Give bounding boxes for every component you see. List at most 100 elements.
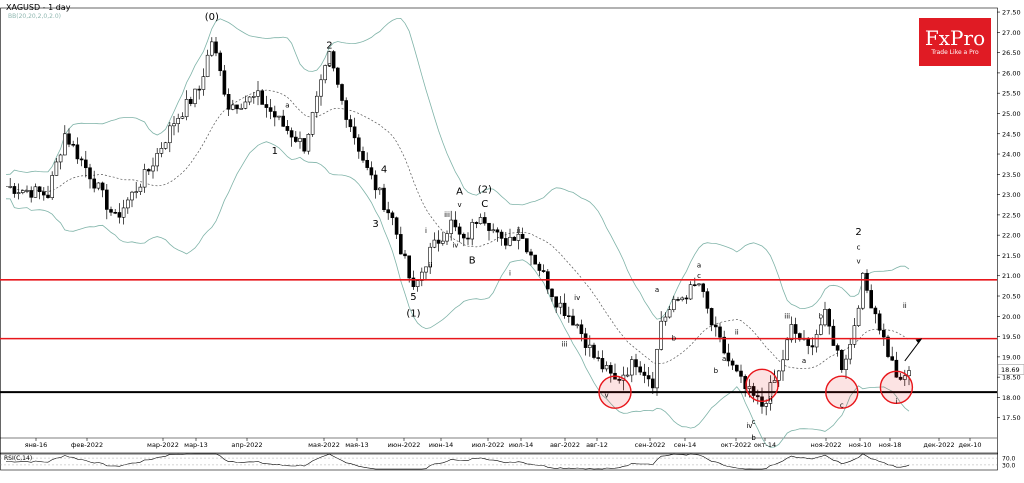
candle-body — [58, 154, 63, 163]
candle-body — [466, 237, 470, 240]
wave-label: i — [425, 227, 427, 235]
date-tick-label: ноя-18 — [879, 441, 902, 449]
candle-body — [457, 226, 462, 235]
candle-body — [41, 191, 46, 196]
candle-body — [562, 302, 567, 316]
candle-body — [676, 299, 680, 301]
candle-body — [835, 345, 840, 351]
candle-body — [785, 339, 790, 361]
wave-label: c — [840, 402, 844, 410]
candle-body — [592, 344, 596, 358]
date-tick-label: авг-2022 — [550, 441, 580, 449]
candle-body — [20, 190, 25, 193]
date-tick-label: янв-16 — [25, 441, 48, 449]
highlight-circle — [879, 370, 914, 404]
candle-body — [50, 175, 55, 198]
candle-body — [537, 263, 542, 271]
candle-body — [46, 194, 50, 198]
date-tick-label: сен-14 — [674, 441, 696, 449]
candle-body — [356, 137, 361, 152]
candle-body — [335, 67, 340, 85]
candle-body — [869, 290, 874, 309]
price-tick-label: 18.50 — [1002, 374, 1021, 382]
candle-body — [340, 84, 344, 101]
moving-average — [5, 89, 910, 369]
candle-body — [293, 136, 298, 142]
wave-label: v — [458, 201, 462, 209]
candle-body — [306, 134, 311, 152]
candle-body — [839, 349, 844, 370]
wave-label: v — [605, 391, 609, 399]
candle-body — [575, 324, 580, 327]
candle-body — [650, 378, 655, 389]
candle-body — [16, 192, 21, 194]
candle-body — [432, 239, 437, 248]
candle-body — [323, 65, 328, 81]
candle-body — [873, 307, 878, 315]
wave-label: iv — [574, 294, 580, 302]
wave-label: a — [655, 286, 659, 294]
candle-body — [894, 359, 899, 378]
candle-body — [810, 345, 815, 348]
candle-body — [407, 255, 412, 279]
candle-body — [638, 366, 643, 373]
date-tick-label: сен-2022 — [635, 441, 666, 449]
candle-body — [172, 123, 176, 127]
candle-body — [697, 283, 701, 286]
highlight-circle — [745, 368, 779, 402]
wave-label: c — [697, 272, 701, 280]
candle-body — [487, 222, 491, 231]
candle-body — [398, 234, 403, 255]
candle-body — [642, 371, 647, 376]
date-tick-label: окт-2022 — [721, 441, 752, 449]
candle-body — [449, 219, 454, 234]
candle-body — [386, 209, 391, 214]
wave-label: b — [751, 434, 756, 442]
candle-body — [827, 309, 832, 327]
candle-body — [231, 104, 235, 110]
candle-body — [789, 324, 794, 341]
bollinger-upper — [5, 17, 910, 320]
wave-label: iii — [562, 341, 568, 349]
last-price-label: 18.69 — [1001, 366, 1020, 374]
candle-body — [75, 144, 80, 160]
candle-body — [411, 277, 416, 287]
candle-body — [222, 70, 227, 95]
candle-body — [747, 386, 752, 389]
candle-body — [365, 159, 370, 168]
candle-body — [533, 254, 538, 265]
candle-body — [239, 108, 243, 110]
candle-body — [550, 288, 554, 298]
candle-body — [126, 199, 130, 209]
candle-body — [151, 165, 155, 172]
wave-label: a — [697, 262, 701, 270]
candle-body — [886, 336, 890, 357]
candle-body — [117, 212, 122, 218]
candle-body — [554, 296, 559, 308]
candle-body — [377, 187, 382, 191]
candle-body — [235, 104, 239, 110]
candle-body — [461, 233, 466, 239]
candle-body — [67, 133, 71, 145]
candle-body — [121, 207, 126, 218]
date-tick-label: ноя-2022 — [810, 441, 841, 449]
candle-body — [415, 280, 420, 287]
wave-label: 1 — [272, 146, 278, 157]
candle-body — [571, 315, 575, 326]
wave-label: a — [722, 355, 726, 363]
candle-body — [739, 370, 743, 377]
candle-body — [428, 246, 433, 268]
candle-body — [352, 126, 357, 139]
price-tick-label: 20.50 — [1002, 293, 1021, 301]
price-tick-label: 23.50 — [1002, 171, 1021, 179]
price-tick-label: 26.00 — [1002, 69, 1021, 77]
forecast-arrow-head — [915, 338, 922, 344]
candle-body — [726, 352, 731, 362]
candle-body — [96, 182, 101, 189]
candle-body — [348, 119, 353, 128]
candle-body — [495, 229, 500, 233]
price-tick-label: 27.50 — [1002, 9, 1021, 17]
candle-body — [88, 167, 92, 180]
candle-body — [302, 138, 307, 152]
candle-body — [680, 297, 685, 300]
